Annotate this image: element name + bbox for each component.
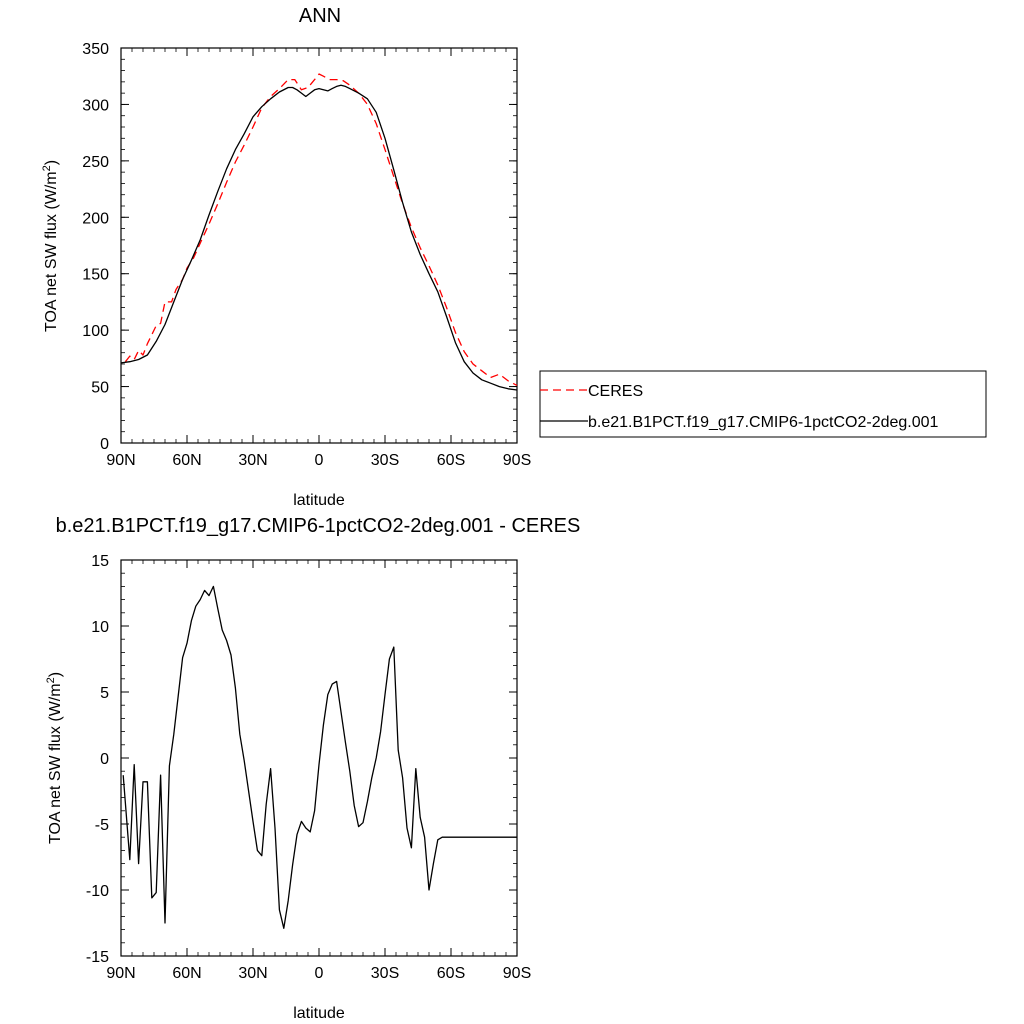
y-tick-label: 350: [82, 41, 109, 58]
difference-panel: b.e21.B1PCT.f19_g17.CMIP6-1pctCO2-2deg.0…: [45, 515, 580, 1022]
y-axis: -15 -10 -5 0 5 10 15: [86, 553, 517, 966]
x-tick-label: 30N: [238, 965, 267, 982]
y-axis-label: TOA net SW flux (W/m2): [41, 160, 60, 332]
y-tick-label: 150: [82, 267, 109, 284]
y-tick-label: 0: [100, 436, 109, 453]
x-tick-label: 0: [315, 965, 324, 982]
y-tick-label: 200: [82, 210, 109, 227]
series-group: [120, 73, 518, 391]
x-tick-label: 30S: [371, 452, 399, 469]
legend-box: [539, 370, 987, 438]
x-axis-label: latitude: [293, 492, 345, 509]
y-tick-label: 300: [82, 97, 109, 114]
legend-label-model: b.e21.B1PCT.f19_g17.CMIP6-1pctCO2-2deg.0…: [588, 414, 939, 431]
series-line-ceres: [124, 73, 518, 386]
x-tick-label: 30N: [238, 452, 267, 469]
x-axis: 90N 60N 30N 0 30S 60S 90S: [106, 48, 531, 469]
y-axis: 0 50 100 150 200 250 300 350: [82, 41, 517, 453]
x-tick-label: 90N: [106, 452, 135, 469]
x-tick-label: 60N: [172, 452, 201, 469]
y-tick-label: 15: [91, 553, 109, 570]
y-tick-label: -5: [95, 817, 109, 834]
panel-title: ANN: [299, 5, 341, 27]
y-tick-label: 10: [91, 619, 109, 636]
legend-label-ceres: CERES: [588, 383, 643, 400]
y-tick-label: 100: [82, 323, 109, 340]
x-tick-label: 90S: [503, 452, 531, 469]
y-axis-label: TOA net SW flux (W/m2): [45, 672, 64, 844]
plot-frame: [120, 559, 518, 957]
y-tick-label: -15: [86, 949, 109, 966]
y-tick-label: 50: [91, 380, 109, 397]
y-tick-label: 5: [100, 685, 109, 702]
panel-title: b.e21.B1PCT.f19_g17.CMIP6-1pctCO2-2deg.0…: [56, 515, 581, 537]
x-tick-label: 90S: [503, 965, 531, 982]
series-group: [122, 585, 517, 929]
y-tick-label: 0: [100, 751, 109, 768]
flux-panel: ANN 90N 60N 30N 0 30S 60S 90S 0 50 100 150 200 250 3…: [41, 5, 531, 509]
series-line-difference: [122, 585, 517, 929]
x-tick-label: 60S: [437, 452, 465, 469]
x-tick-label: 60S: [437, 965, 465, 982]
legend: CERES b.e21.B1PCT.f19_g17.CMIP6-1pctCO2-…: [539, 370, 987, 438]
y-tick-label: 250: [82, 154, 109, 171]
x-tick-label: 0: [315, 452, 324, 469]
x-axis-label: latitude: [293, 1005, 345, 1022]
x-axis: 90N 60N 30N 0 30S 60S 90S: [106, 560, 531, 982]
x-tick-label: 90N: [106, 965, 135, 982]
x-tick-label: 30S: [371, 965, 399, 982]
x-tick-label: 60N: [172, 965, 201, 982]
y-tick-label: -10: [86, 883, 109, 900]
series-line-model: [120, 84, 518, 391]
plot-frame: [120, 47, 518, 444]
